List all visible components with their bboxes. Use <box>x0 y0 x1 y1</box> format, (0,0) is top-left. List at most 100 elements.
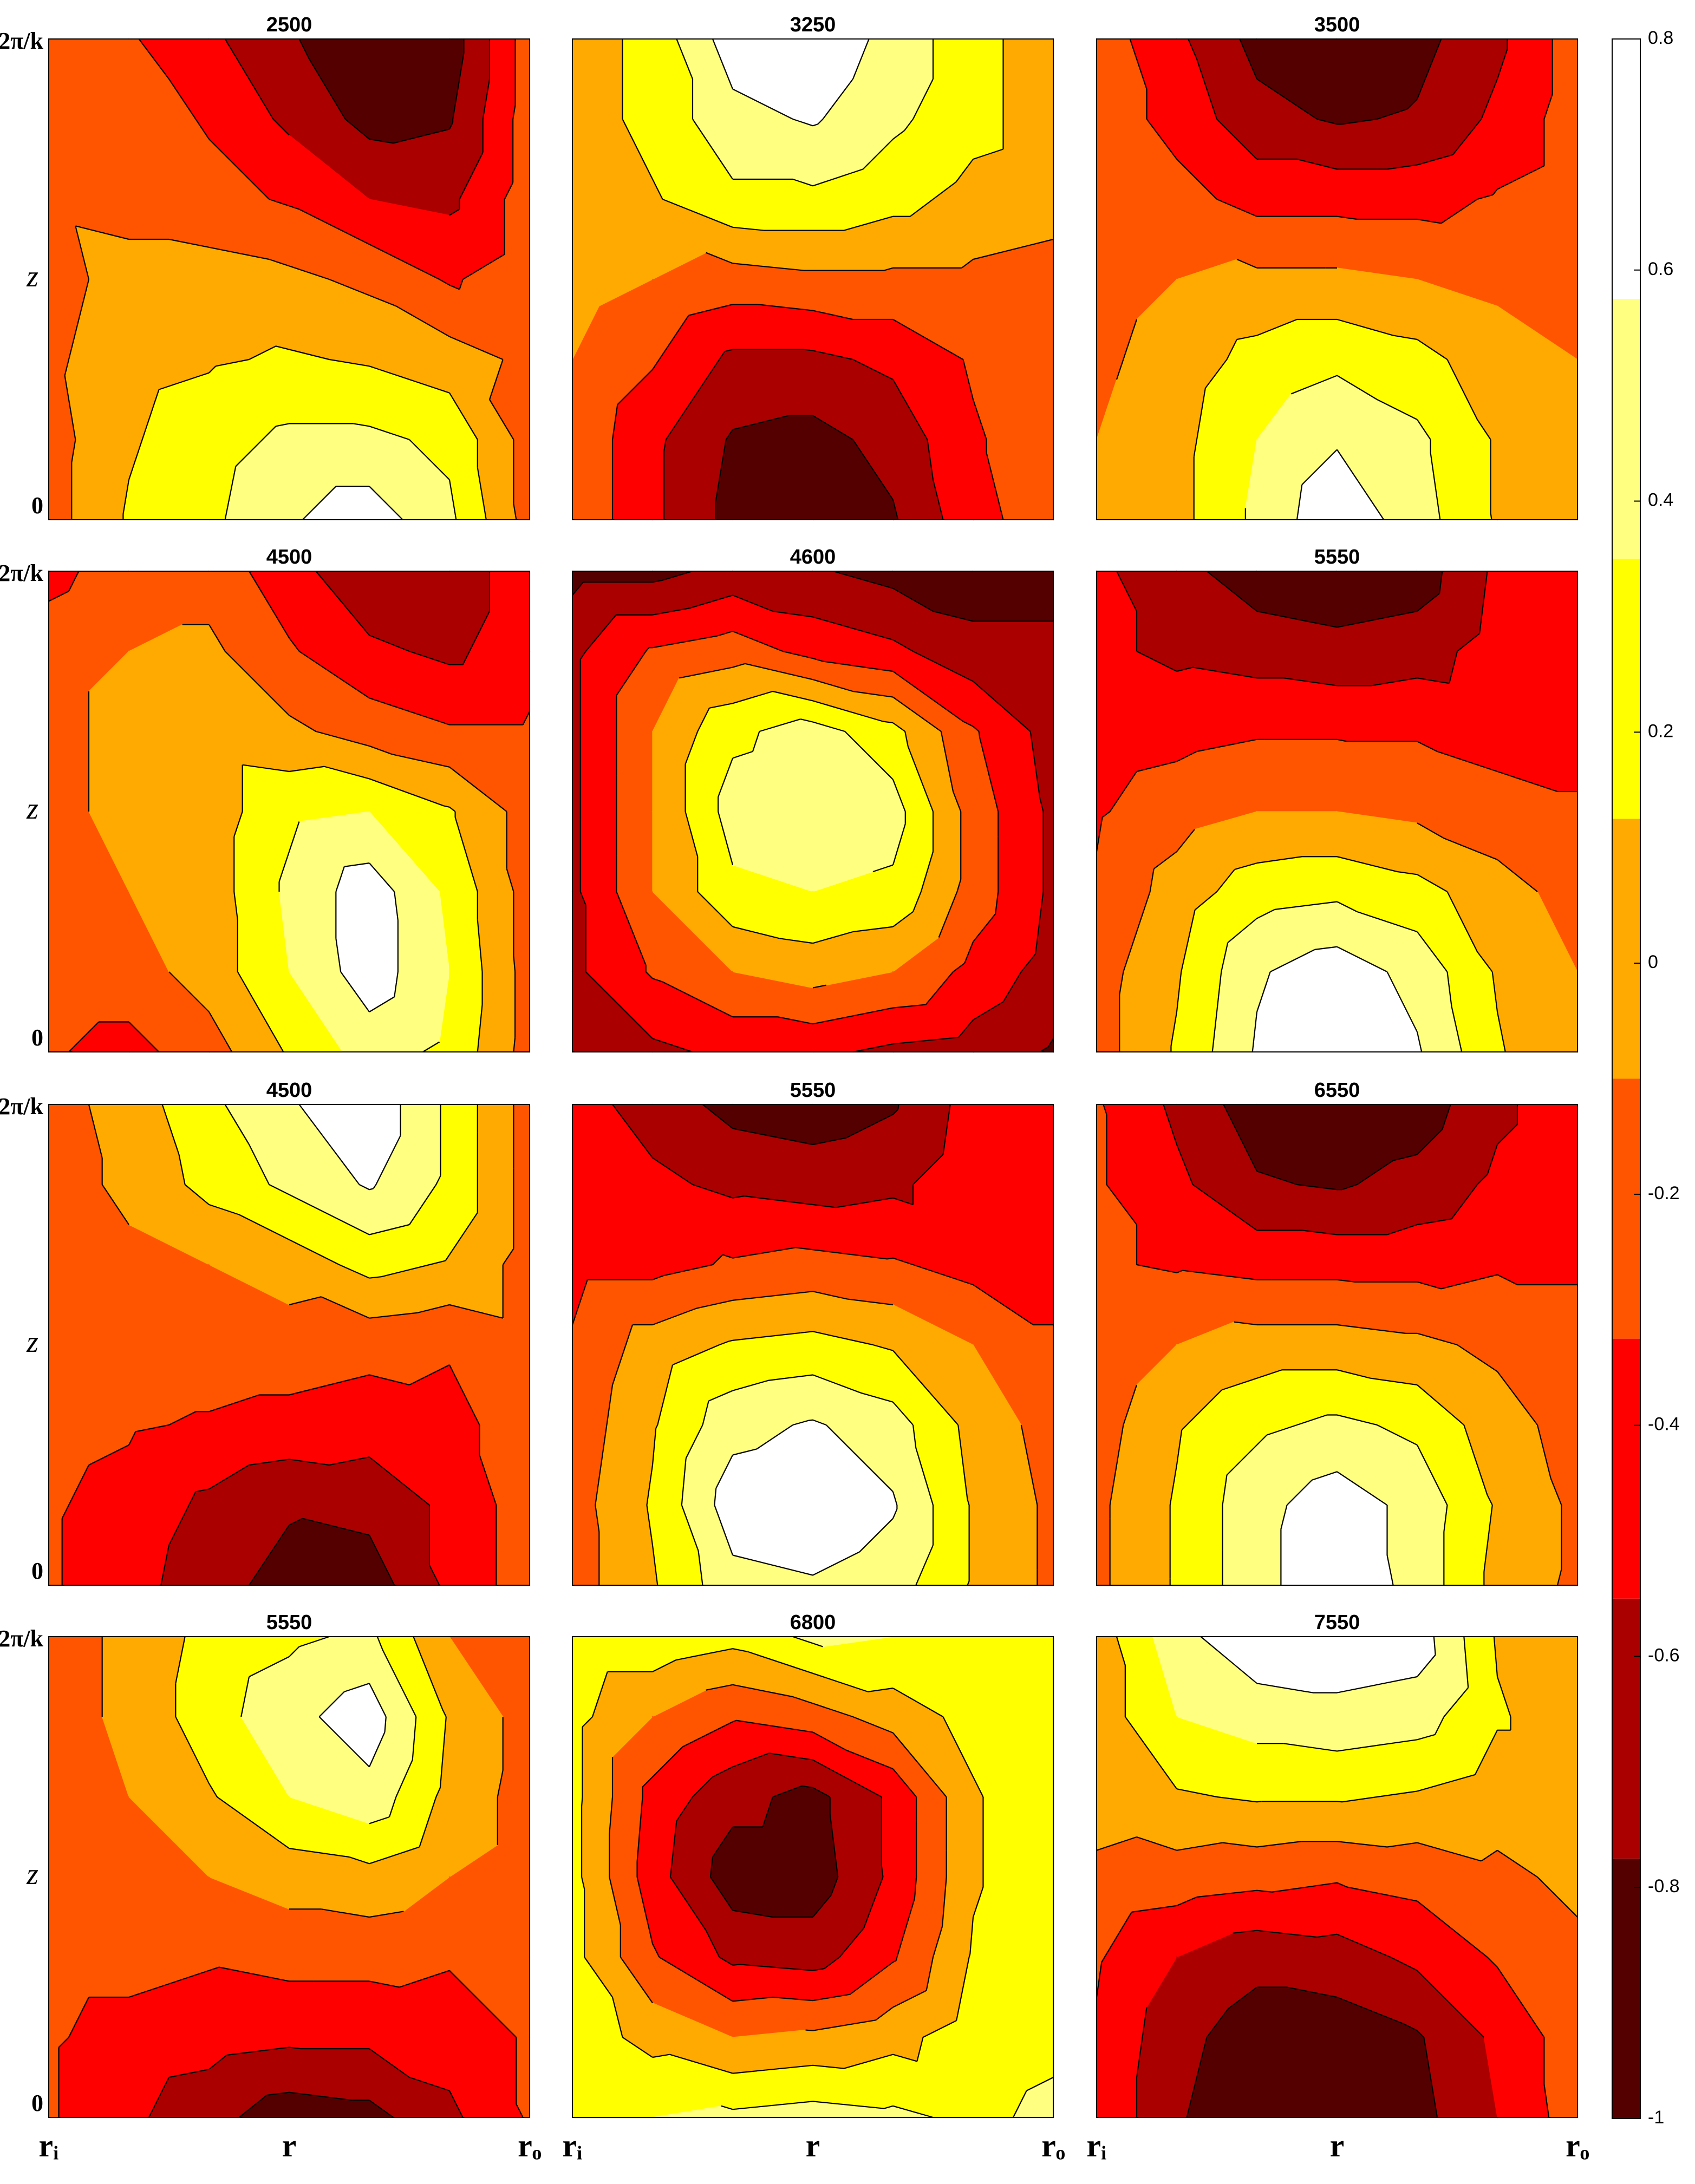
contour-line <box>395 305 450 337</box>
contour-line <box>892 1401 914 1426</box>
contour-line <box>1149 868 1155 892</box>
contour-line <box>812 415 853 440</box>
contour-line <box>1497 1274 1518 1285</box>
contour-line <box>1433 38 1442 57</box>
y-axis-label: z <box>26 1858 38 1891</box>
contour-line <box>1136 1264 1177 1273</box>
contour-line <box>242 764 290 773</box>
contour-line <box>224 466 237 520</box>
contour-line <box>896 1957 898 1961</box>
contour-line <box>1296 1414 1327 1426</box>
contour-line <box>697 891 733 927</box>
contour-line <box>973 1284 1034 1325</box>
contour-line <box>812 679 853 692</box>
colorbar-band <box>1612 299 1640 559</box>
contour-line <box>756 1424 793 1450</box>
contour-line <box>823 661 894 672</box>
contour-line <box>752 731 760 752</box>
contour-line <box>1384 610 1418 619</box>
contour-line <box>1270 949 1315 972</box>
contour-line <box>659 315 689 360</box>
contour-line <box>768 1374 813 1381</box>
contour-line <box>759 718 801 733</box>
contour-line <box>1204 359 1228 389</box>
contour-line <box>779 938 813 944</box>
contour-line <box>208 1204 239 1215</box>
x-tick-label: rₒ <box>1041 2128 1065 2163</box>
panel-title: 6800 <box>790 1611 836 1634</box>
contour-line <box>122 479 130 514</box>
contour-line <box>168 1505 190 1546</box>
contour-line <box>161 1104 180 1155</box>
contour-line <box>288 821 300 852</box>
contour-line <box>938 891 958 938</box>
contour-line <box>1442 1104 1451 1130</box>
contour-line <box>477 919 483 972</box>
contour-line <box>1307 620 1338 628</box>
contour-line <box>309 58 346 120</box>
contour-line <box>1256 79 1318 120</box>
contour-line <box>812 984 826 989</box>
contour-line <box>444 805 450 808</box>
contour-line <box>812 1331 873 1346</box>
contour-line <box>718 757 734 797</box>
colorbar-tick-label: 0.4 <box>1648 490 1673 511</box>
contour-line <box>1477 419 1491 440</box>
contour-line <box>1536 1424 1551 1479</box>
contour-line <box>224 38 250 80</box>
contour-line <box>224 1104 250 1145</box>
contour-line <box>1101 811 1111 818</box>
contour-line <box>1186 1389 1223 1426</box>
contour-line <box>1182 1270 1257 1280</box>
contour-line <box>817 119 824 125</box>
contour-line <box>1416 1031 1423 1052</box>
contour-line <box>1176 1144 1194 1185</box>
contour-line <box>646 1505 654 1546</box>
contour-line <box>1129 38 1148 89</box>
contour-line <box>1477 1174 1488 1185</box>
contour-line <box>1477 951 1493 972</box>
contour-line <box>617 369 653 406</box>
contour-line <box>479 1455 497 1506</box>
contour-line <box>289 1239 340 1265</box>
contour-line <box>572 581 584 596</box>
contour-line <box>369 862 395 892</box>
contour-line <box>883 721 894 724</box>
contour-fill <box>1490 439 1498 521</box>
contour-line <box>732 594 773 612</box>
contour-line <box>692 1183 733 1199</box>
contour-line <box>1020 1424 1034 1486</box>
contour-line <box>353 423 370 427</box>
contour-line <box>1291 375 1338 395</box>
contour-line <box>195 1488 210 1493</box>
contour-line <box>1188 38 1198 60</box>
panel-title: 5550 <box>1314 546 1360 568</box>
contour-line <box>208 139 270 200</box>
contour-line <box>1176 666 1193 672</box>
y-axis-label: z <box>26 260 38 293</box>
contour-line <box>1256 908 1275 919</box>
contour-line <box>439 721 450 725</box>
contour-line <box>1153 851 1177 869</box>
contour-line <box>606 1384 614 1426</box>
contour-line <box>1497 1124 1518 1145</box>
contour-line <box>299 208 370 245</box>
contour-line <box>1256 610 1307 622</box>
contour-line <box>1316 118 1338 125</box>
contour-line <box>953 963 965 972</box>
contour-line <box>324 766 370 780</box>
contour-line <box>978 731 981 738</box>
contour-line <box>335 938 342 972</box>
contour-line <box>1342 118 1378 125</box>
contour-line <box>1497 165 1544 190</box>
contour-line <box>249 345 276 360</box>
contour-line <box>1274 901 1338 910</box>
contour-line <box>652 1157 693 1185</box>
panel-title: 7550 <box>1314 1611 1360 1634</box>
contour-line <box>585 971 653 1039</box>
contour-line <box>1337 1279 1354 1283</box>
y-tick-label: 2π/k <box>0 1093 44 1120</box>
contour-line <box>652 179 663 200</box>
contour-line <box>732 1448 757 1456</box>
contour-line <box>1437 750 1498 773</box>
